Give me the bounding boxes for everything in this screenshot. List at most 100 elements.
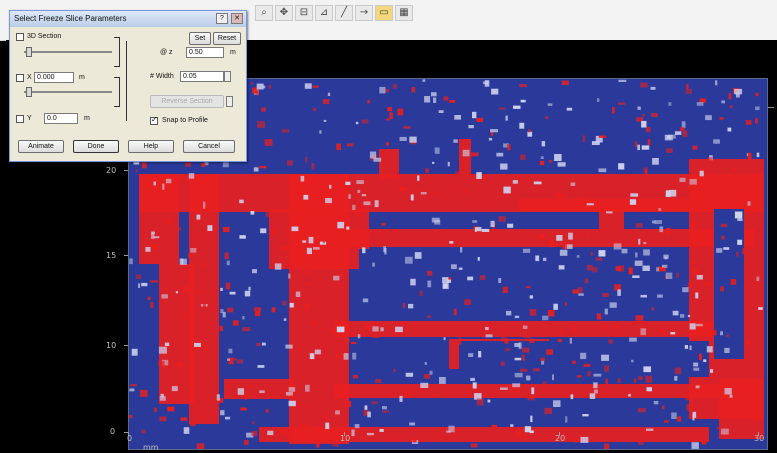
width-value-field[interactable]: 0.05 — [180, 71, 224, 82]
slice-texture — [490, 220, 495, 227]
slice-texture — [151, 244, 159, 250]
slice-texture — [190, 422, 196, 426]
reverse-section-button[interactable]: Reverse Section — [150, 95, 224, 108]
slice-texture — [670, 332, 676, 335]
slice-texture — [651, 307, 654, 311]
slice-texture — [259, 165, 267, 169]
slice-icon[interactable]: ⊿ — [315, 5, 333, 21]
y-checkbox[interactable] — [16, 115, 24, 123]
slice-texture — [601, 354, 609, 361]
slice-texture — [553, 303, 558, 310]
width-spinner[interactable] — [224, 71, 231, 82]
slice-texture — [345, 340, 351, 343]
slice-texture — [311, 163, 315, 170]
slice-texture — [375, 379, 382, 383]
slice-texture — [316, 442, 320, 448]
slider-thumb[interactable] — [26, 47, 32, 57]
slice-texture — [336, 353, 343, 359]
slider-thumb[interactable] — [26, 87, 32, 97]
y-value-field[interactable]: 0.0 — [44, 113, 78, 124]
slice-texture — [460, 247, 463, 253]
slice-texture — [559, 193, 567, 199]
slice-texture — [341, 212, 350, 219]
arrow-icon[interactable]: → — [355, 5, 373, 21]
x-checkbox[interactable] — [16, 74, 24, 82]
slice-texture — [737, 218, 743, 221]
slice-texture — [479, 205, 482, 210]
x-slider[interactable] — [24, 87, 112, 97]
slice-texture — [165, 178, 172, 184]
slice-texture — [691, 268, 699, 275]
slice-texture — [476, 117, 483, 122]
slice-texture — [613, 243, 622, 250]
slice-texture — [593, 389, 598, 394]
slice-texture — [648, 431, 652, 437]
slice-texture — [682, 287, 689, 293]
slice-texture — [222, 311, 226, 318]
slice-texture — [638, 439, 644, 445]
folder-icon[interactable]: ▭ — [375, 5, 393, 21]
cancel-button[interactable]: Cancel — [183, 140, 235, 153]
slice-texture — [333, 275, 340, 281]
slider-track — [24, 91, 112, 93]
slice-texture — [160, 393, 164, 398]
help-button[interactable]: Help — [128, 140, 174, 153]
depth-value-field[interactable]: 0.50 — [186, 47, 224, 58]
slice-texture — [379, 149, 399, 179]
section-3d-checkbox[interactable] — [16, 33, 24, 41]
slice-texture — [387, 107, 393, 112]
slice-texture — [250, 81, 254, 85]
slice-texture — [348, 194, 351, 199]
done-button[interactable]: Done — [73, 140, 119, 153]
slice-texture — [254, 310, 261, 317]
y-tick-label: 20 — [106, 166, 117, 175]
slice-texture — [689, 345, 692, 351]
x-tick-label: 10 — [340, 434, 351, 443]
grid-icon[interactable]: ▦ — [395, 5, 413, 21]
slice-texture — [638, 238, 641, 245]
slice-texture — [408, 303, 414, 309]
slice-texture — [219, 398, 224, 403]
slice-texture — [684, 345, 688, 349]
animate-button[interactable]: Animate — [18, 140, 64, 153]
slice-texture — [595, 135, 603, 143]
snap-to-profile-checkbox[interactable]: ✓ — [150, 115, 158, 125]
slice-texture — [159, 396, 166, 401]
close-icon[interactable]: ✕ — [231, 13, 243, 24]
slice-texture — [201, 234, 205, 237]
x-value-field[interactable]: 0.000 — [34, 72, 74, 83]
slice-texture — [252, 87, 258, 94]
slice-texture — [355, 204, 364, 211]
slice-texture — [361, 194, 367, 197]
measure-icon[interactable]: ⊟ — [295, 5, 313, 21]
slice-texture — [720, 331, 723, 336]
slice-texture — [528, 129, 531, 133]
y-tick-mark — [124, 255, 128, 256]
slice-texture — [721, 428, 729, 435]
slice-texture — [228, 357, 234, 365]
slice-texture — [500, 361, 505, 366]
slice-texture — [434, 219, 441, 225]
slice-texture — [585, 233, 590, 237]
slice-texture — [250, 211, 255, 215]
x-unit: m — [79, 74, 85, 81]
slice-texture — [669, 189, 677, 197]
reset-button[interactable]: Reset — [213, 32, 241, 45]
reverse-section-dropdown[interactable] — [226, 96, 233, 107]
slice-texture — [562, 243, 567, 250]
slice-texture — [529, 309, 537, 316]
slice-texture — [433, 97, 437, 103]
slice-texture — [253, 167, 259, 172]
set-button[interactable]: Set — [189, 32, 211, 45]
slice-texture — [641, 145, 650, 150]
slice-texture — [522, 354, 525, 361]
line-icon[interactable]: ╱ — [335, 5, 353, 21]
section-3d-slider[interactable] — [24, 47, 112, 57]
zoom-icon[interactable]: ⌕ — [255, 5, 273, 21]
slice-texture — [496, 152, 504, 157]
slice-texture — [659, 226, 664, 233]
help-icon[interactable]: ? — [216, 13, 228, 24]
slice-texture — [635, 117, 644, 122]
slice-texture — [756, 152, 760, 158]
pan-icon[interactable]: ✥ — [275, 5, 293, 21]
